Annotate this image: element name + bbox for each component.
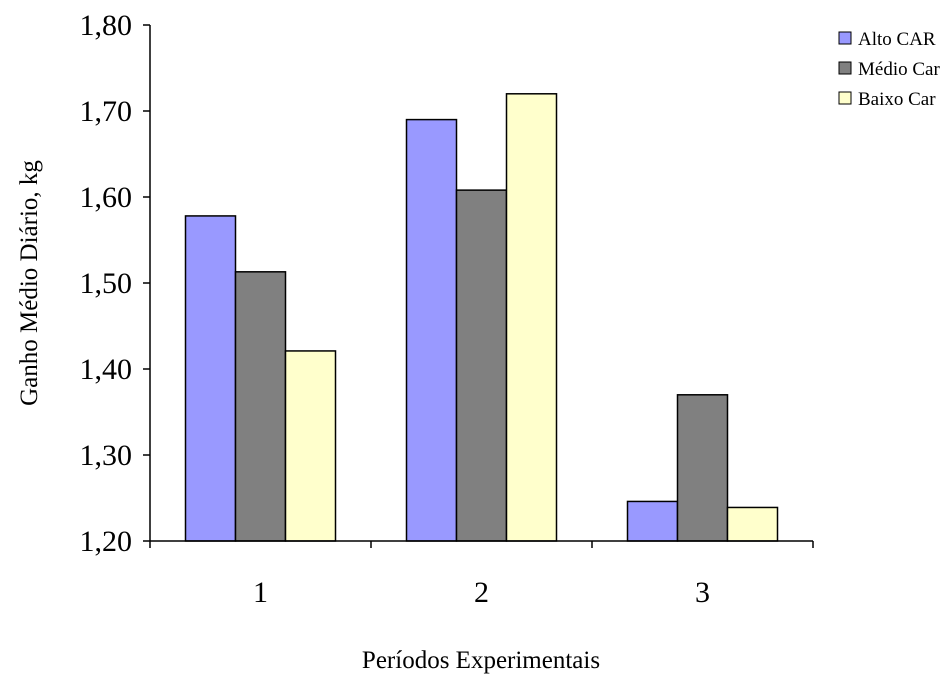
bar-baixo-car-period-3 — [726, 506, 779, 542]
y-tick-label: 1,80 — [80, 9, 133, 42]
legend-label: Alto CAR — [858, 29, 936, 50]
y-tick-label: 1,20 — [80, 525, 133, 558]
y-tick-label: 1,40 — [80, 353, 133, 386]
bar-alto-car-period-2 — [405, 118, 458, 542]
bar-baixo-car-period-2 — [505, 93, 558, 542]
legend: Alto CAR Médio Car Baixo Car — [838, 29, 940, 110]
y-tick-label: 1,50 — [80, 267, 133, 300]
x-tick-label: 2 — [474, 576, 489, 609]
x-axis-title: Períodos Experimentais — [362, 647, 600, 674]
labels-layer: 1,20 1,30 1,40 1,50 1,60 1,70 1,80 1 2 3 — [80, 9, 711, 609]
legend-swatch — [838, 31, 852, 45]
y-tick-label: 1,70 — [80, 95, 133, 128]
axes-layer — [143, 24, 814, 548]
bar-baixo-car-period-1 — [284, 350, 337, 542]
y-axis-title: Ganho Médio Diário, kg — [16, 160, 43, 406]
legend-swatch — [838, 61, 852, 75]
legend-label: Baixo Car — [858, 89, 936, 110]
y-tick-label: 1,60 — [80, 181, 133, 214]
x-tick-label: 1 — [253, 576, 268, 609]
bar-médio-car-period-1 — [234, 271, 287, 542]
bar-médio-car-period-2 — [455, 189, 508, 542]
bar-médio-car-period-3 — [676, 394, 729, 542]
bar-alto-car-period-3 — [626, 500, 679, 542]
bar-alto-car-period-1 — [184, 215, 237, 542]
x-tick-label: 3 — [695, 576, 710, 609]
bars-layer — [184, 93, 779, 542]
y-tick-label: 1,30 — [80, 439, 133, 472]
legend-label: Médio Car — [858, 59, 940, 80]
legend-swatch — [838, 91, 852, 105]
